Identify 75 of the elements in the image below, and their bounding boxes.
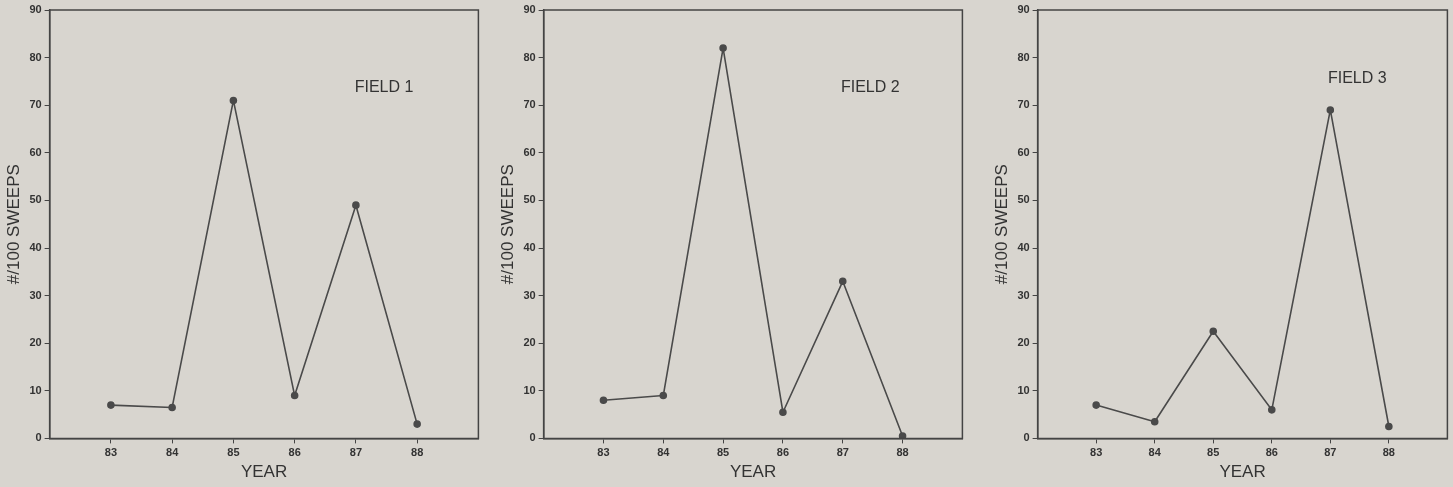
x-tick-label: 85: [227, 446, 240, 459]
y-tick-label: 50: [523, 193, 536, 206]
y-tick-label: 10: [29, 383, 42, 396]
text: FIELD 1: [354, 77, 414, 95]
y-axis-title: #/100 SWEEPS: [497, 164, 517, 285]
point: [1326, 106, 1335, 114]
y-tick-label: 40: [1017, 241, 1030, 254]
x-tick-label: 85: [1207, 446, 1220, 459]
y-tick-label: 80: [1017, 50, 1030, 63]
x-axis-title: YEAR: [729, 462, 777, 482]
x-tick-label: 86: [776, 446, 790, 459]
y-tick-label: 60: [1017, 145, 1030, 158]
point: [599, 396, 608, 405]
x-tick-label: 83: [1090, 446, 1103, 459]
y-tick-label: 70: [1017, 98, 1030, 111]
y-tick-label: 0: [1023, 431, 1030, 444]
y-tick-label: 0: [35, 431, 42, 444]
x-tick-label: 83: [104, 446, 118, 459]
y-tick-label: 90: [523, 3, 536, 16]
point: [290, 391, 299, 400]
x-tick-label: 88: [1382, 446, 1395, 459]
point: [719, 44, 727, 52]
point: [1385, 422, 1393, 431]
x-tick-label: 87: [836, 446, 849, 459]
x-tick-label: 83: [597, 446, 610, 459]
point: [898, 432, 907, 439]
y-tick-label: 10: [1017, 383, 1030, 396]
y-tick-label: 60: [29, 145, 42, 158]
y-tick-label: 30: [29, 288, 42, 301]
point: [1267, 406, 1276, 414]
y-axis-title: #/100 SWEEPS: [991, 164, 1011, 285]
y-tick-label: 80: [523, 50, 536, 63]
y-tick-label: 20: [29, 336, 42, 349]
y-tick-label: 90: [29, 3, 42, 16]
point: [168, 403, 176, 412]
x-tick-label: 84: [1148, 446, 1162, 459]
y-tick-label: 20: [523, 336, 536, 349]
x-tick-label: 87: [349, 446, 363, 459]
y-tick-label: 50: [29, 193, 42, 206]
point: [659, 391, 668, 400]
x-tick-label: 84: [657, 446, 671, 459]
point: [838, 277, 847, 286]
y-axis-title: #/100 SWEEPS: [3, 164, 23, 285]
x-tick-label: 88: [411, 446, 424, 459]
text: FIELD 3: [1327, 68, 1387, 86]
x-axis-title: YEAR: [1219, 462, 1266, 482]
point: [1150, 417, 1159, 426]
y-tick-label: 80: [29, 50, 42, 63]
y-tick-label: 30: [1017, 288, 1030, 301]
x-axis-title: YEAR: [240, 462, 288, 482]
y-tick-label: 20: [1017, 336, 1030, 349]
point: [107, 401, 115, 409]
point: [413, 420, 421, 428]
y-tick-label: 90: [1017, 3, 1030, 16]
point: [1209, 327, 1218, 336]
x-tick-label: 85: [716, 446, 730, 459]
x-tick-label: 84: [166, 446, 180, 459]
y-tick-label: 50: [1017, 193, 1030, 206]
text: FIELD 2: [840, 77, 900, 95]
x-tick-label: 88: [896, 446, 909, 459]
y-tick-label: 0: [529, 431, 536, 444]
y-tick-label: 70: [29, 98, 42, 111]
x-tick-label: 87: [1324, 446, 1337, 459]
x-tick-label: 86: [288, 446, 301, 459]
y-tick-label: 70: [523, 98, 536, 111]
y-tick-label: 30: [523, 288, 536, 301]
point: [779, 408, 787, 417]
y-tick-label: 40: [29, 241, 42, 254]
point: [229, 96, 238, 105]
y-tick-label: 10: [523, 383, 536, 396]
point: [1092, 401, 1100, 409]
y-tick-label: 60: [523, 145, 536, 158]
point: [352, 201, 360, 209]
y-tick-label: 40: [523, 241, 536, 254]
x-tick-label: 86: [1265, 446, 1278, 459]
